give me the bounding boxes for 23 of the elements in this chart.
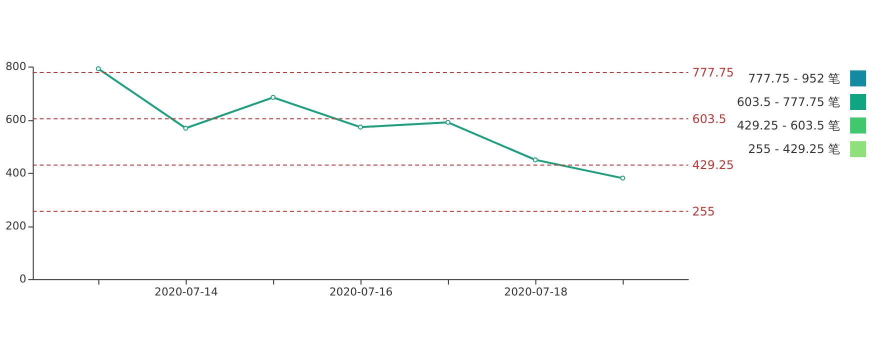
- point: [183, 126, 188, 131]
- ref-line-label: 777.75: [692, 65, 734, 80]
- point: [532, 157, 538, 162]
- x-tick-label: 2020-07-18: [504, 286, 568, 299]
- category-label: 429.25 - 603.5 笔: [736, 118, 840, 133]
- y-tick-label: 800: [5, 60, 26, 74]
- y-tick-label: 0: [19, 272, 26, 286]
- ref-line-label: 429.25: [692, 158, 734, 172]
- ref-line-label: 255: [692, 204, 715, 218]
- point: [358, 124, 364, 130]
- point: [270, 94, 276, 100]
- category-label: 255 - 429.25 笔: [748, 142, 840, 156]
- y-tick-label: 600: [5, 113, 26, 126]
- y-tick-label: 200: [5, 219, 26, 232]
- x-tick-label: 2020-07-14: [154, 286, 218, 299]
- point: [445, 120, 450, 125]
- x-tick-label: 2020-07-16: [329, 286, 393, 299]
- point: [96, 66, 101, 72]
- category-label: 603.5 - 777.75 笔: [736, 94, 840, 109]
- category-label: 777.75 - 952 笔: [748, 71, 840, 86]
- ref-line-label: 603.5: [692, 112, 726, 126]
- point: [620, 176, 626, 181]
- y-tick-label: 400: [5, 166, 26, 180]
